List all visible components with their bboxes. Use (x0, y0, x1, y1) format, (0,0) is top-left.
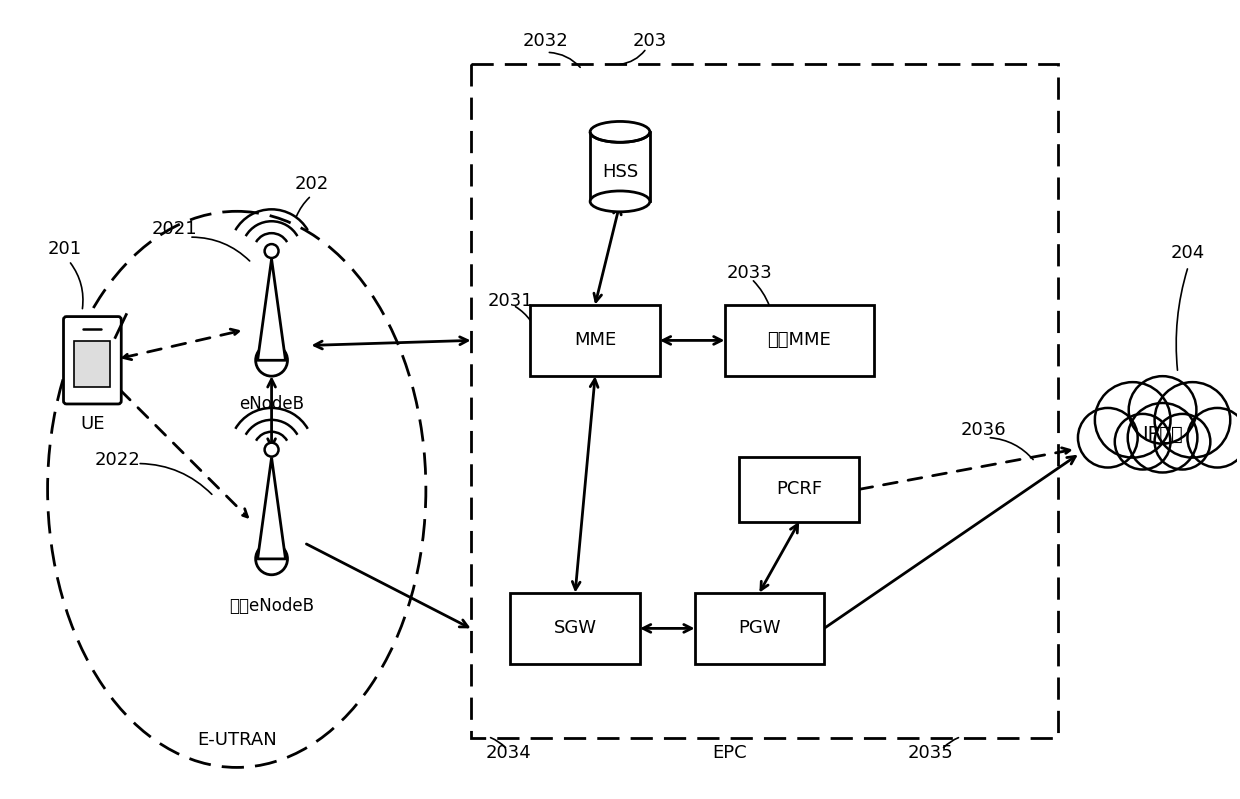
Bar (74, 341, 110, 387)
Circle shape (1154, 414, 1210, 470)
Text: eNodeB: eNodeB (239, 395, 304, 413)
Text: 2034: 2034 (486, 744, 532, 761)
Text: 其它eNodeB: 其它eNodeB (229, 597, 314, 614)
Text: 2022: 2022 (94, 451, 140, 468)
FancyBboxPatch shape (63, 316, 122, 404)
Polygon shape (258, 458, 285, 559)
Bar (739, 457, 859, 522)
Text: 202: 202 (294, 174, 329, 193)
Text: PGW: PGW (738, 619, 781, 638)
Ellipse shape (590, 121, 650, 142)
Circle shape (1128, 376, 1197, 443)
Text: UE: UE (81, 415, 104, 433)
Circle shape (1154, 382, 1230, 458)
Text: 204: 204 (1171, 244, 1204, 262)
Circle shape (1095, 382, 1171, 458)
Text: PCRF: PCRF (776, 480, 822, 499)
Text: 203: 203 (632, 31, 667, 50)
Bar (471, 65, 1058, 737)
Text: HSS: HSS (601, 162, 639, 181)
Circle shape (1127, 403, 1198, 472)
Bar (724, 304, 874, 376)
Bar (590, 132, 650, 201)
Bar (694, 593, 825, 664)
Text: SGW: SGW (554, 619, 596, 638)
Text: 2035: 2035 (908, 744, 954, 761)
Text: IP业务: IP业务 (1142, 425, 1183, 444)
Circle shape (264, 443, 279, 456)
Text: 2033: 2033 (727, 264, 773, 282)
Text: 2021: 2021 (151, 221, 197, 238)
Text: 2036: 2036 (961, 421, 1006, 439)
Bar (511, 593, 640, 664)
Circle shape (1078, 408, 1137, 467)
Ellipse shape (590, 191, 650, 212)
Text: 201: 201 (47, 240, 82, 258)
Text: E-UTRAN: E-UTRAN (197, 730, 277, 749)
Text: MME: MME (574, 332, 616, 349)
Circle shape (255, 344, 288, 376)
Bar (531, 304, 660, 376)
Polygon shape (258, 259, 285, 360)
Circle shape (264, 244, 279, 258)
Circle shape (255, 543, 288, 574)
Text: 2032: 2032 (522, 31, 568, 50)
Circle shape (1188, 408, 1240, 467)
Circle shape (1115, 414, 1171, 470)
Text: 其它MME: 其它MME (768, 332, 831, 349)
Text: 2031: 2031 (487, 292, 533, 310)
Text: EPC: EPC (712, 744, 746, 761)
